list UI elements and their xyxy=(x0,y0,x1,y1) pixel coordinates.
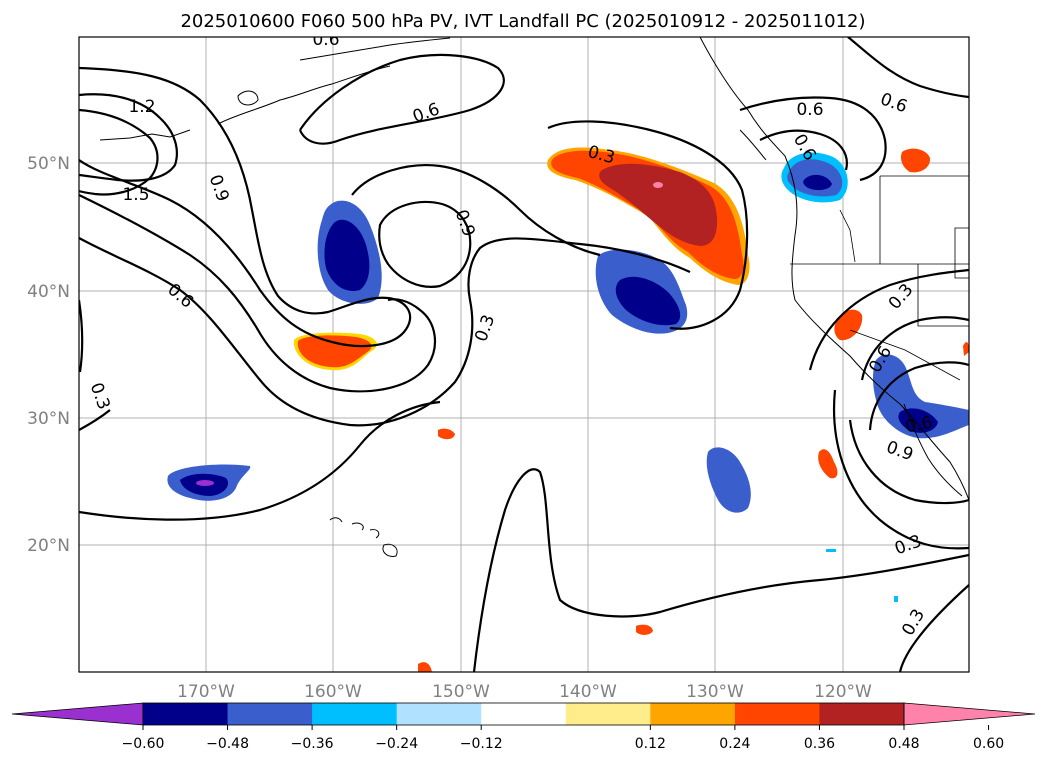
lat-tick-label: 20°N xyxy=(27,536,70,556)
contour-label: 0.6 xyxy=(796,100,823,120)
pv-contour-0-3-south xyxy=(79,400,441,521)
pv-contour-0-3-tongue xyxy=(472,468,969,672)
negative-anomaly-baja xyxy=(873,354,969,439)
colorbar-segment xyxy=(312,703,398,725)
political-borders xyxy=(790,175,969,381)
pv-contour-1-5 xyxy=(79,108,159,196)
pv-contour-0-6-east xyxy=(860,316,969,381)
pv-contours xyxy=(79,37,969,672)
lon-tick-label: 150°W xyxy=(432,682,490,702)
colorbar-outline xyxy=(142,702,905,726)
pv-contour-0-3-southeast-edge xyxy=(898,584,969,672)
pv-contour-0-9-northeast xyxy=(759,129,848,171)
colorbar: −0.60 −0.48 −0.36 −0.24 −0.12 0.12 0.24 0.36 0.4… xyxy=(11,702,1036,752)
pv-contour-0-6-southeast xyxy=(848,419,969,505)
lat-tick-label: 30°N xyxy=(27,409,70,429)
lon-tick-label: 130°W xyxy=(686,682,744,702)
colorbar-segment xyxy=(565,703,651,725)
pv-contour-0-9-west xyxy=(79,66,412,348)
coastlines xyxy=(99,37,969,557)
latitude-tick-labels: 50°N 40°N 30°N 20°N xyxy=(27,154,70,556)
lat-tick-label: 40°N xyxy=(27,282,70,302)
map-border xyxy=(78,36,970,673)
pv-contour-0-9-east xyxy=(868,361,969,431)
contour-label: 1.2 xyxy=(128,97,155,117)
pv-contour-0-6-north xyxy=(298,53,505,145)
colorbar-tick-label: −0.48 xyxy=(206,736,249,752)
colorbar-segment xyxy=(396,703,482,725)
colorbar-tick-label: 0.36 xyxy=(804,736,835,752)
pv-contour-0-3-east-large xyxy=(808,268,969,371)
pv-contour-0-6-central xyxy=(351,164,601,257)
colorbar-tick-label: −0.24 xyxy=(375,736,418,752)
lon-tick-label: 160°W xyxy=(304,682,362,702)
ivt-filled-anomalies xyxy=(167,147,969,672)
colorbar-tick-label: −0.36 xyxy=(291,736,334,752)
map-panel: 1.2 1.5 0.9 0.6 0.6 0.6 0.6 0.3 0.9 0.3 … xyxy=(78,30,970,673)
colorbar-tick-label: 0.12 xyxy=(635,736,666,752)
contour-label: 0.6 xyxy=(904,413,934,437)
colorbar-extend-max xyxy=(903,702,1036,726)
colorbar-segment xyxy=(734,703,820,725)
pv-contour-0-3-arc xyxy=(547,120,749,330)
lon-tick-label: 170°W xyxy=(177,682,235,702)
pv-contour-0-3-far-west xyxy=(79,299,84,373)
pv-contour-0-6-far-northeast xyxy=(847,37,969,99)
colorbar-extend-min xyxy=(11,702,144,726)
colorbar-tick-label: 0.24 xyxy=(719,736,750,752)
colorbar-segment xyxy=(481,703,567,725)
colorbar-tick-label: −0.12 xyxy=(460,736,503,752)
longitude-tick-labels: 170°W 160°W 150°W 140°W 130°W 120°W xyxy=(177,682,872,702)
colorbar-tick-label: 0.48 xyxy=(888,736,919,752)
pv-contour-0-6-northeast xyxy=(739,96,887,182)
contour-label: 0.6 xyxy=(312,30,339,50)
pv-contour-1-2 xyxy=(79,93,178,182)
colorbar-tick-label: −0.60 xyxy=(122,736,165,752)
map-title: 2025010600 F060 500 hPa PV, IVT Landfall… xyxy=(180,11,865,32)
colorbar-segment xyxy=(227,703,313,725)
colorbar-segment xyxy=(650,703,736,725)
colorbar-tick-label: 0.60 xyxy=(973,736,1004,752)
pv-contour-0-6-west xyxy=(79,194,436,393)
lon-tick-label: 120°W xyxy=(814,682,872,702)
lon-tick-label: 140°W xyxy=(559,682,617,702)
contour-label: 1.5 xyxy=(122,185,149,205)
pv-contour-0-9-central xyxy=(378,200,472,288)
colorbar-segment xyxy=(143,703,229,725)
pv-contour-0-3-southeast xyxy=(833,389,969,550)
colorbar-segment xyxy=(819,703,905,725)
pv-contour-0-3-west xyxy=(79,237,691,427)
pv-contour-0-3-southwest xyxy=(79,409,111,431)
lat-tick-label: 50°N xyxy=(27,154,70,174)
